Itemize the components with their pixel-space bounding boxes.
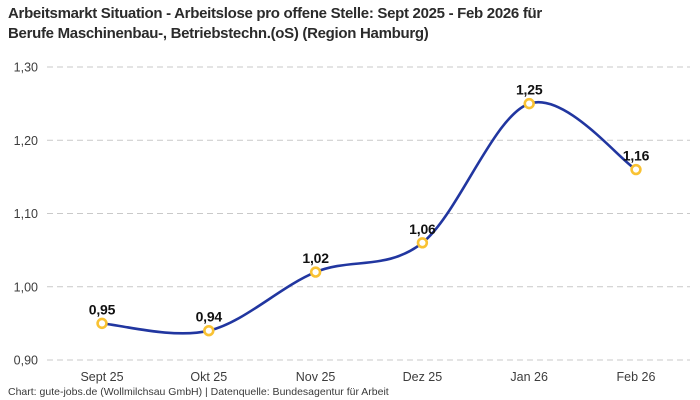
data-point-label: 0,94 [196,309,223,325]
data-point-marker [203,325,215,337]
chart-title-line-1: Arbeitsmarkt Situation - Arbeitslose pro… [8,5,542,22]
y-tick-label: 1,10 [14,207,38,221]
x-tick-label: Nov 25 [296,370,336,384]
y-tick-label: 0,90 [14,354,38,368]
data-point-marker [309,266,322,278]
x-tick-label: Feb 26 [617,370,656,384]
data-point-label: 1,25 [516,82,543,98]
x-tick-label: Dez 25 [403,370,443,384]
data-point-marker [630,163,642,176]
x-tick-label: Sept 25 [80,370,123,384]
data-point-marker [523,97,535,110]
chart-title: Arbeitsmarkt Situation - Arbeitslose pro… [8,4,668,44]
y-tick-label: 1,00 [14,280,38,294]
data-point-label: 1,06 [409,221,436,237]
x-tick-label: Jan 26 [510,370,548,384]
data-point-label: 0,95 [89,301,116,317]
y-tick-label: 1,20 [14,134,38,148]
data-point-marker [96,317,108,330]
series-line [100,100,638,335]
x-tick-label: Okt 25 [190,370,227,384]
y-tick-label: 1,30 [14,61,38,75]
chart-title-line-2: Berufe Maschinenbau-, Betriebstechn.(oS)… [8,25,429,42]
data-point-marker [416,237,429,249]
chart-credit: Chart: gute-jobs.de (Wollmilchsau GmbH) … [8,386,389,398]
data-point-label: 1,16 [623,148,650,164]
data-point-label: 1,02 [302,250,329,266]
